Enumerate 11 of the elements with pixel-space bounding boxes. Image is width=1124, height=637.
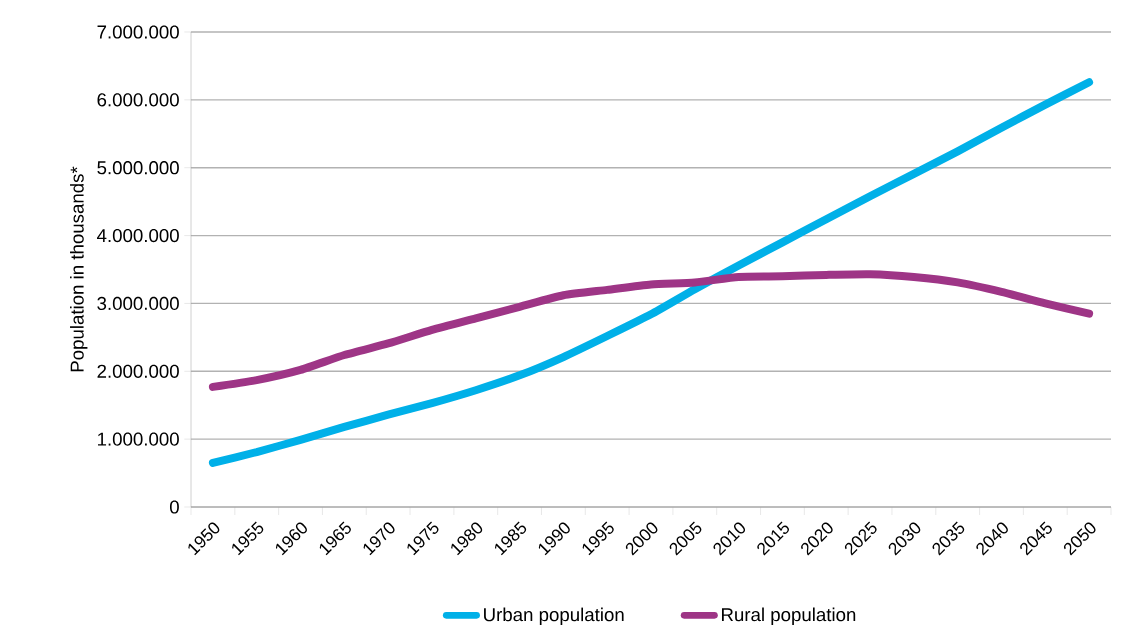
- y-axis-title: Population in thousands*: [70, 166, 88, 372]
- y-tick-label: 4.000.000: [97, 228, 179, 243]
- y-tick-label: 3.000.000: [97, 296, 179, 311]
- y-tick-label: 6.000.000: [97, 93, 179, 107]
- y-tick-label: 1.000.000: [98, 432, 179, 446]
- y-tick-label: 0: [169, 500, 179, 514]
- legend-label: Rural population: [721, 607, 856, 625]
- y-tick-label: 2.000.000: [97, 364, 179, 378]
- y-tick-label: 5.000.000: [97, 161, 179, 175]
- legend-label: Urban population: [484, 607, 624, 625]
- y-tick-label: 7.000.000: [97, 25, 179, 39]
